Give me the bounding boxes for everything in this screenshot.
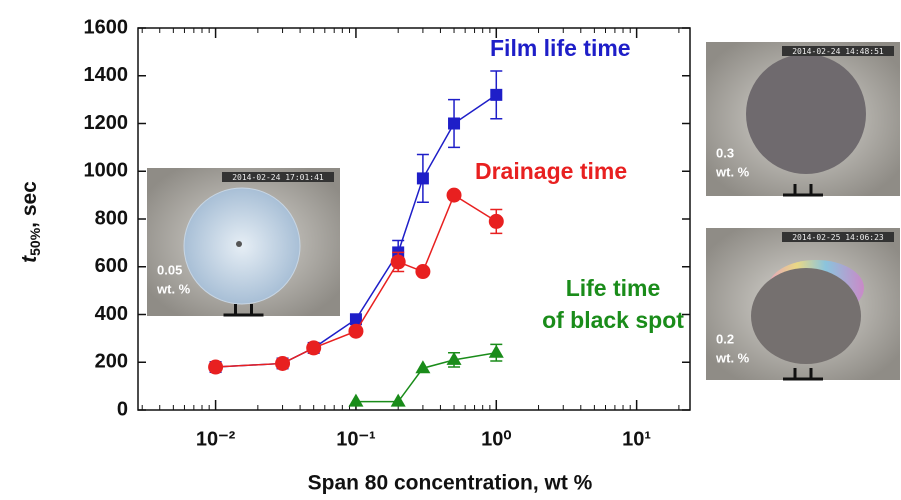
marker <box>415 360 431 374</box>
marker <box>488 344 504 358</box>
annotation: Life time <box>566 275 661 301</box>
holder <box>783 368 823 381</box>
x-axis-label: Span 80 concentration, wt % <box>308 472 593 495</box>
annotation: Drainage time <box>475 158 627 184</box>
marker <box>390 393 406 407</box>
marker <box>446 351 462 365</box>
film-disc <box>751 268 861 364</box>
marker <box>416 172 429 185</box>
marker <box>349 313 362 326</box>
marker <box>208 359 224 375</box>
y-tick-label: 0 <box>117 398 128 420</box>
marker <box>348 323 364 339</box>
y-tick-label: 200 <box>95 351 128 373</box>
inset-label: wt. % <box>156 281 191 296</box>
y-tick-label: 400 <box>95 303 128 325</box>
spot <box>236 241 242 247</box>
x-tick-label: 10⁻² <box>196 428 236 450</box>
timestamp: 2014-02-24 17:01:41 <box>232 173 324 182</box>
inset-label: 0.2 <box>716 331 734 346</box>
y-tick-label: 800 <box>95 207 128 229</box>
annotation: of black spot <box>542 307 684 333</box>
inset-label: wt. % <box>715 350 750 365</box>
marker <box>448 117 461 130</box>
annotation: Film life time <box>490 35 631 61</box>
inset-label: wt. % <box>715 164 750 179</box>
x-tick-label: 10⁻¹ <box>336 428 376 450</box>
timestamp-bg <box>782 232 894 242</box>
marker <box>488 213 504 229</box>
timestamp: 2014-02-25 14:06:23 <box>792 233 884 242</box>
marker <box>490 88 503 101</box>
timestamp: 2014-02-24 14:48:51 <box>792 47 884 56</box>
y-tick-label: 1200 <box>84 112 129 134</box>
x-tick-label: 10¹ <box>622 428 651 450</box>
holder <box>223 304 264 317</box>
marker <box>415 264 431 280</box>
film-disc <box>746 54 866 174</box>
y-axis-label: t50%, sec <box>18 181 43 263</box>
timestamp-bg <box>222 172 334 182</box>
marker <box>446 187 462 203</box>
y-axis-label-part: , sec <box>18 181 41 228</box>
marker <box>306 340 322 356</box>
y-tick-label: 1600 <box>84 16 129 38</box>
y-axis-label-part: 50% <box>27 227 43 256</box>
y-tick-label: 600 <box>95 255 128 277</box>
y-tick-label: 1000 <box>84 160 129 182</box>
series-line <box>355 351 497 403</box>
inset-label: 0.3 <box>716 145 734 160</box>
y-axis-label-part: t <box>18 255 41 263</box>
marker <box>390 254 406 270</box>
marker <box>348 393 364 407</box>
timestamp-bg <box>782 46 894 56</box>
inset-label: 0.05 <box>157 262 182 277</box>
x-tick-label: 10⁰ <box>481 428 511 450</box>
film-disc <box>183 187 301 305</box>
y-tick-label: 1400 <box>84 64 129 86</box>
holder <box>783 184 823 197</box>
marker <box>275 355 291 371</box>
